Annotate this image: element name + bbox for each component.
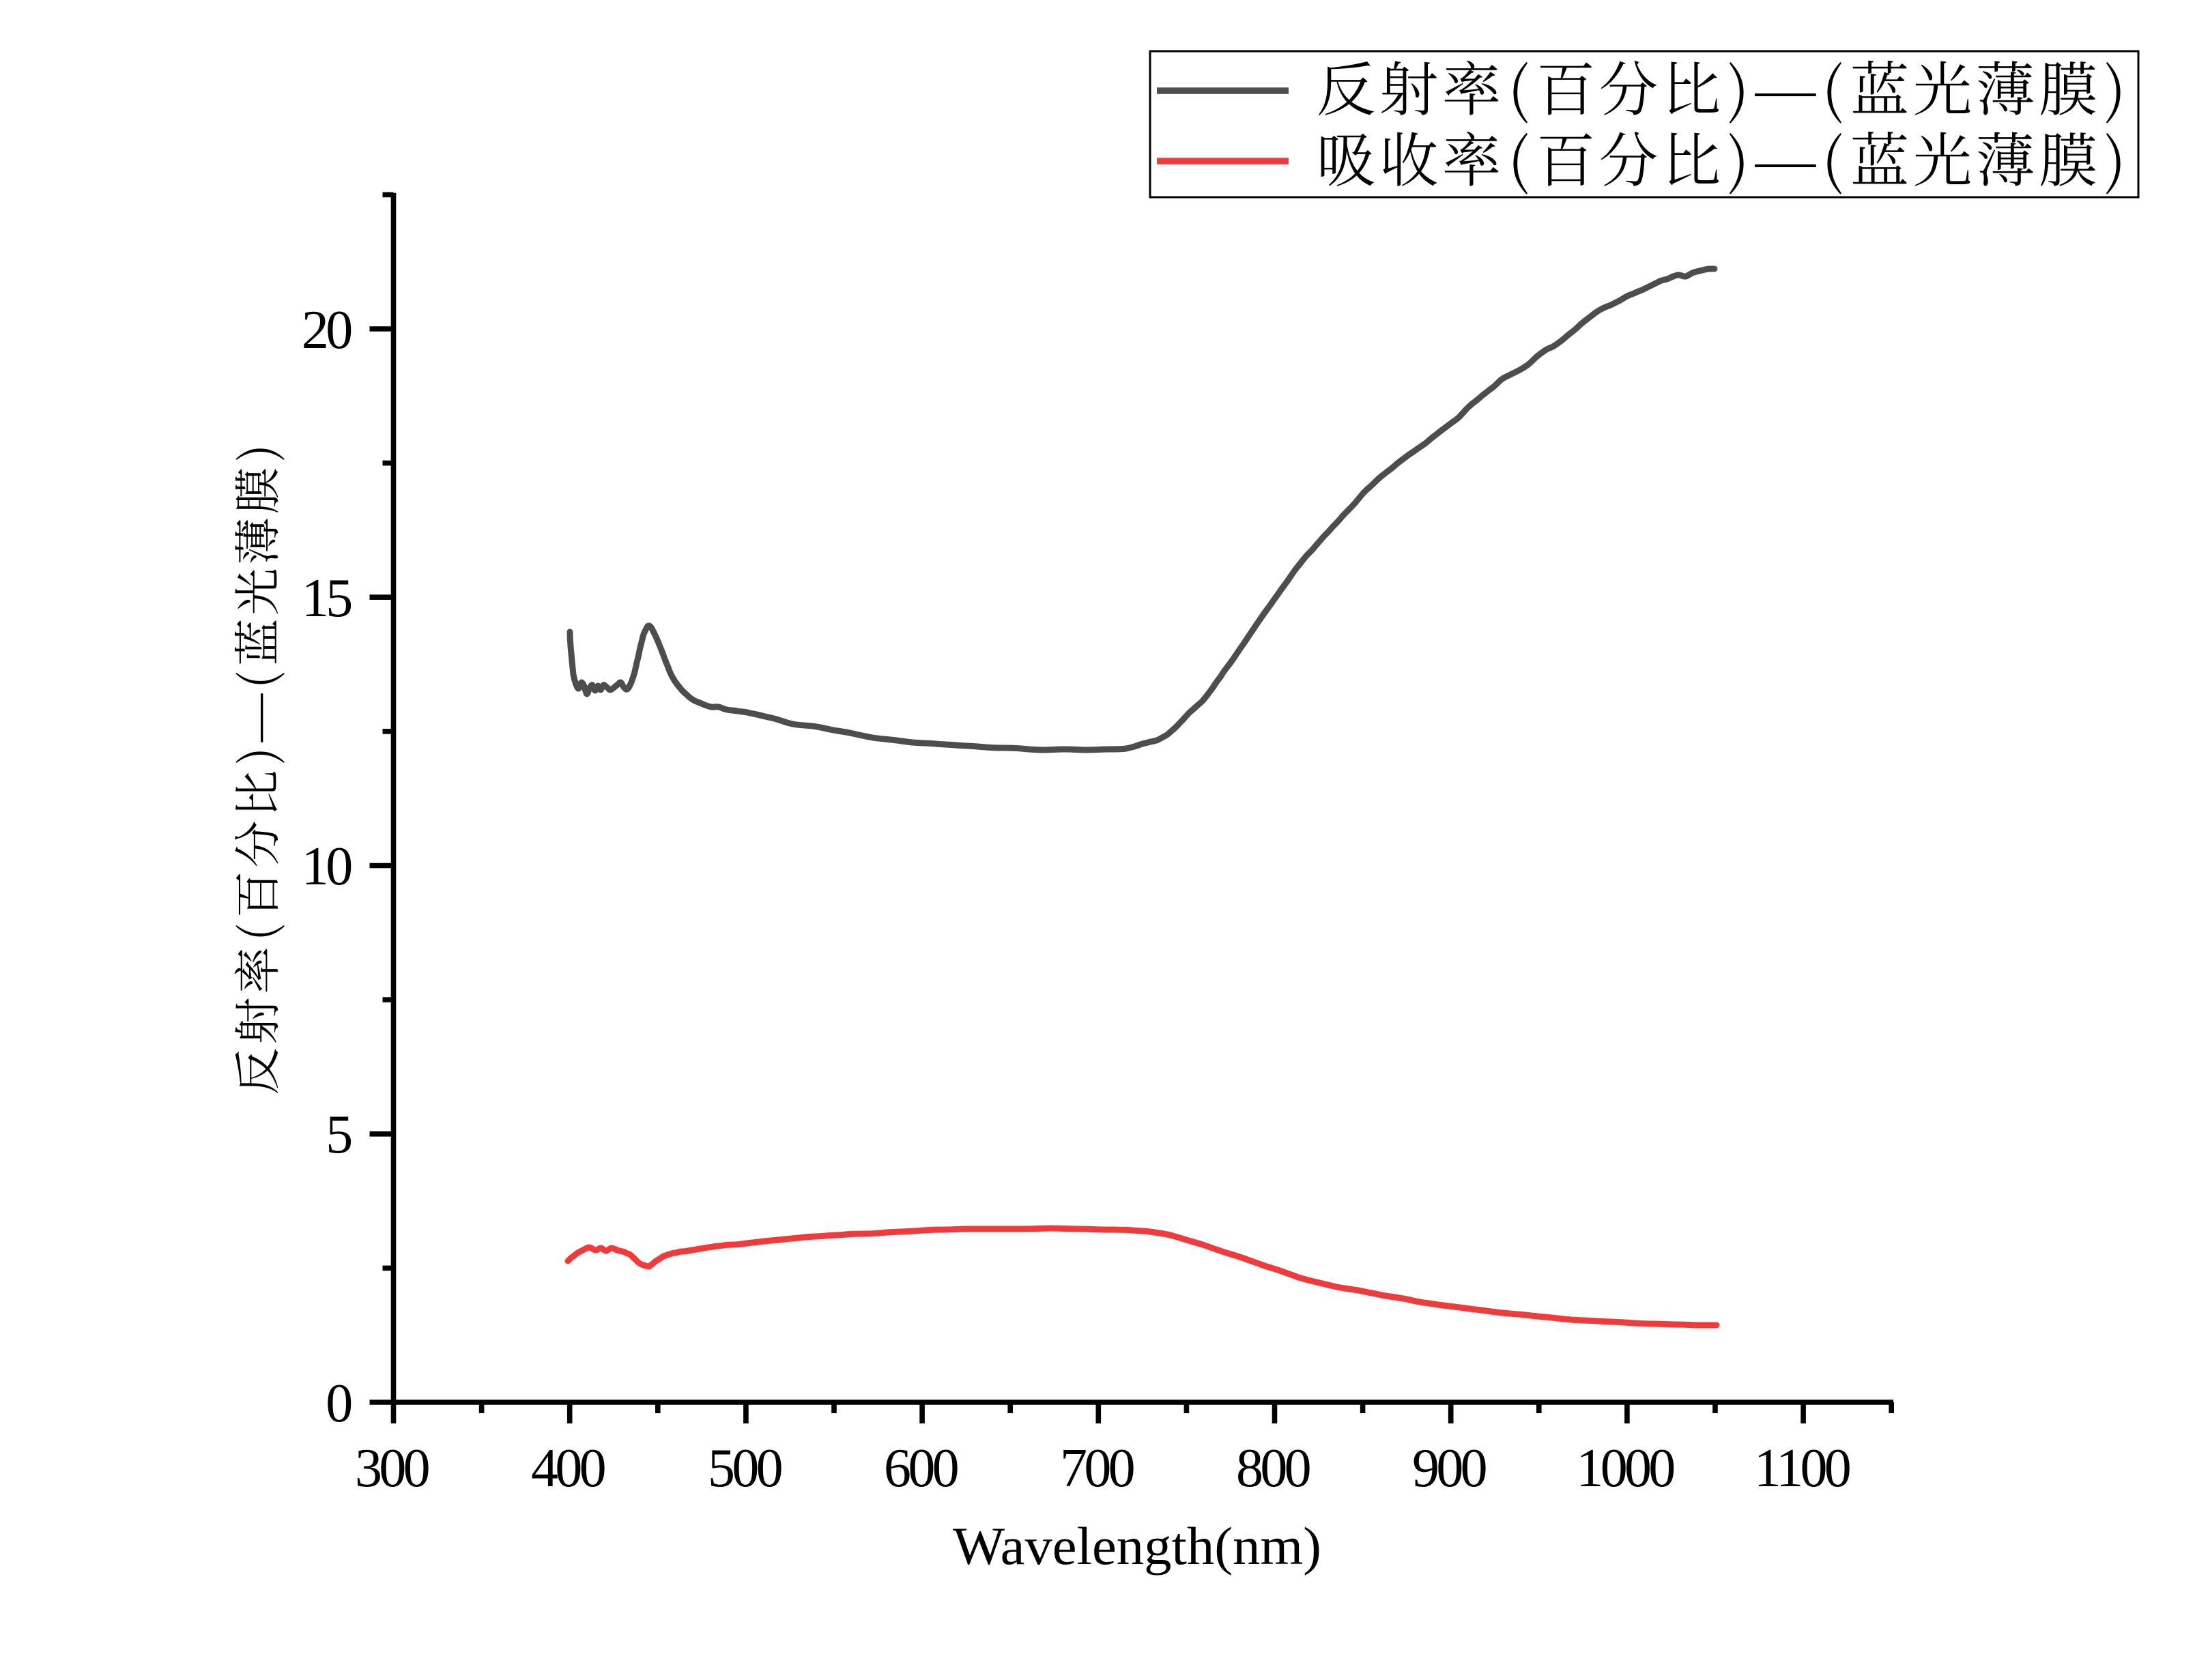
svg-text:1000: 1000 [1576,1438,1674,1498]
svg-text:0: 0 [326,1374,351,1434]
svg-text:800: 800 [1236,1438,1310,1498]
svg-text:1100: 1100 [1754,1438,1850,1498]
svg-text:5: 5 [326,1105,351,1165]
svg-text:900: 900 [1412,1438,1486,1498]
svg-text:600: 600 [884,1438,958,1498]
svg-text:700: 700 [1060,1438,1134,1498]
svg-text:500: 500 [708,1438,781,1498]
svg-text:Wavelength(nm): Wavelength(nm) [953,1516,1321,1576]
svg-text:400: 400 [531,1438,605,1498]
svg-text:300: 300 [355,1438,429,1498]
svg-text:20: 20 [302,300,351,360]
svg-text:15: 15 [302,568,351,628]
svg-text:10: 10 [302,837,351,897]
